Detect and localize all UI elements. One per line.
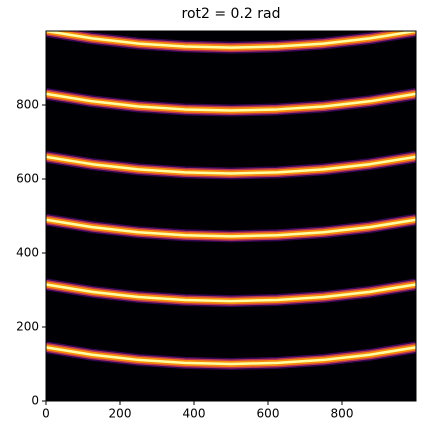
image-background: [46, 31, 416, 401]
axes-frame: [45, 30, 417, 402]
bands: [46, 31, 416, 370]
x-tick-label: 0: [42, 407, 50, 421]
band: [46, 155, 416, 175]
chart-title: rot2 = 0.2 rad: [182, 6, 281, 22]
band: [46, 31, 416, 49]
y-tick-label: 800: [16, 98, 39, 112]
x-tick-label: 600: [257, 407, 280, 421]
x-tick-label: 200: [109, 407, 132, 421]
band: [46, 92, 416, 112]
band: [46, 218, 416, 238]
y-tick-label: 200: [16, 320, 39, 334]
y-tick-label: 600: [16, 172, 39, 186]
x-tick-label: 400: [183, 407, 206, 421]
band: [46, 283, 416, 303]
y-tick-label: 0: [31, 394, 39, 408]
x-tick-label: 800: [331, 407, 354, 421]
band: [46, 346, 416, 366]
y-tick-label: 400: [16, 246, 39, 260]
